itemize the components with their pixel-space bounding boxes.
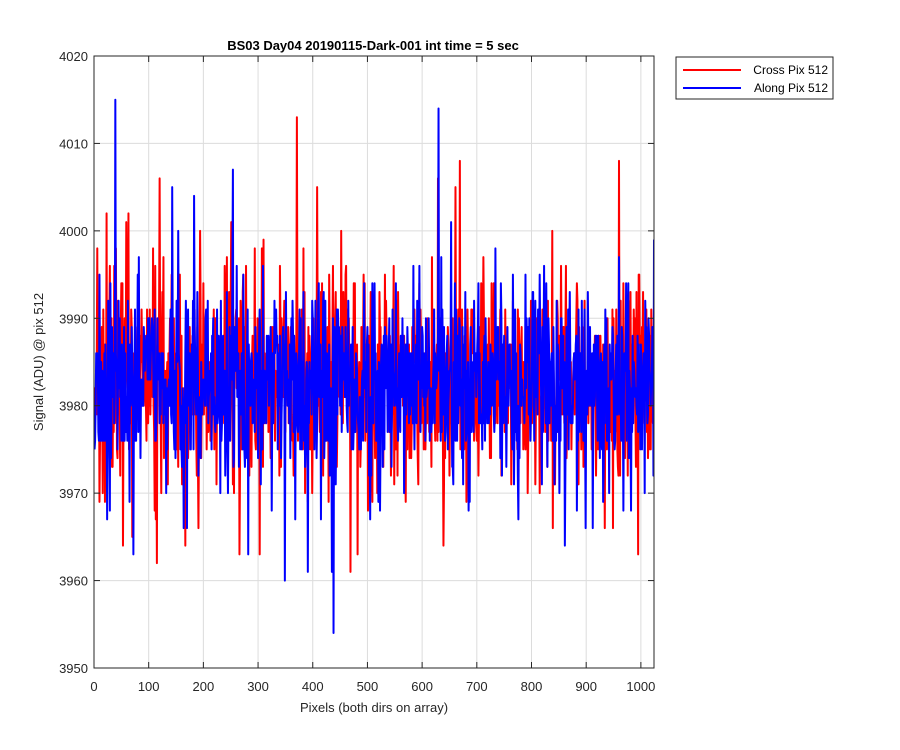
x-tick-label: 900 <box>575 679 597 694</box>
y-axis-title: Signal (ADU) @ pix 512 <box>31 293 46 431</box>
x-axis-title: Pixels (both dirs on array) <box>300 700 448 715</box>
x-tick-label: 0 <box>90 679 97 694</box>
chart-title: BS03 Day04 20190115-Dark-001 int time = … <box>227 38 519 53</box>
plot-frame <box>93 55 655 669</box>
x-tick-label: 300 <box>247 679 269 694</box>
legend-box <box>675 56 834 100</box>
y-tick-label: 4000 <box>59 224 88 239</box>
x-tick-label: 500 <box>357 679 379 694</box>
legend-label-cross-pix: Cross Pix 512 <box>753 63 828 77</box>
x-tick-label: 200 <box>193 679 215 694</box>
y-tick-label: 3950 <box>59 661 88 676</box>
y-tick-label: 4010 <box>59 136 88 151</box>
x-tick-label: 600 <box>411 679 433 694</box>
series-layer <box>94 98 654 635</box>
y-tick-label: 3960 <box>59 574 88 589</box>
y-tick-label: 3990 <box>59 311 88 326</box>
axis-ticks: 0 100 200 300 400 500 600 700 800 900 1000 3950 3960… <box>59 49 655 694</box>
x-tick-label: 800 <box>521 679 543 694</box>
legend-label-along-pix: Along Pix 512 <box>754 81 828 95</box>
legend: Cross Pix 512 Along Pix 512 <box>675 56 834 100</box>
series-line-along-pix <box>94 98 654 635</box>
y-tick-label: 3980 <box>59 399 88 414</box>
x-tick-label: 1000 <box>626 679 655 694</box>
x-tick-label: 100 <box>138 679 160 694</box>
y-tick-label: 4020 <box>59 49 88 64</box>
y-tick-label: 3970 <box>59 486 88 501</box>
x-tick-label: 700 <box>466 679 488 694</box>
x-tick-label: 400 <box>302 679 324 694</box>
